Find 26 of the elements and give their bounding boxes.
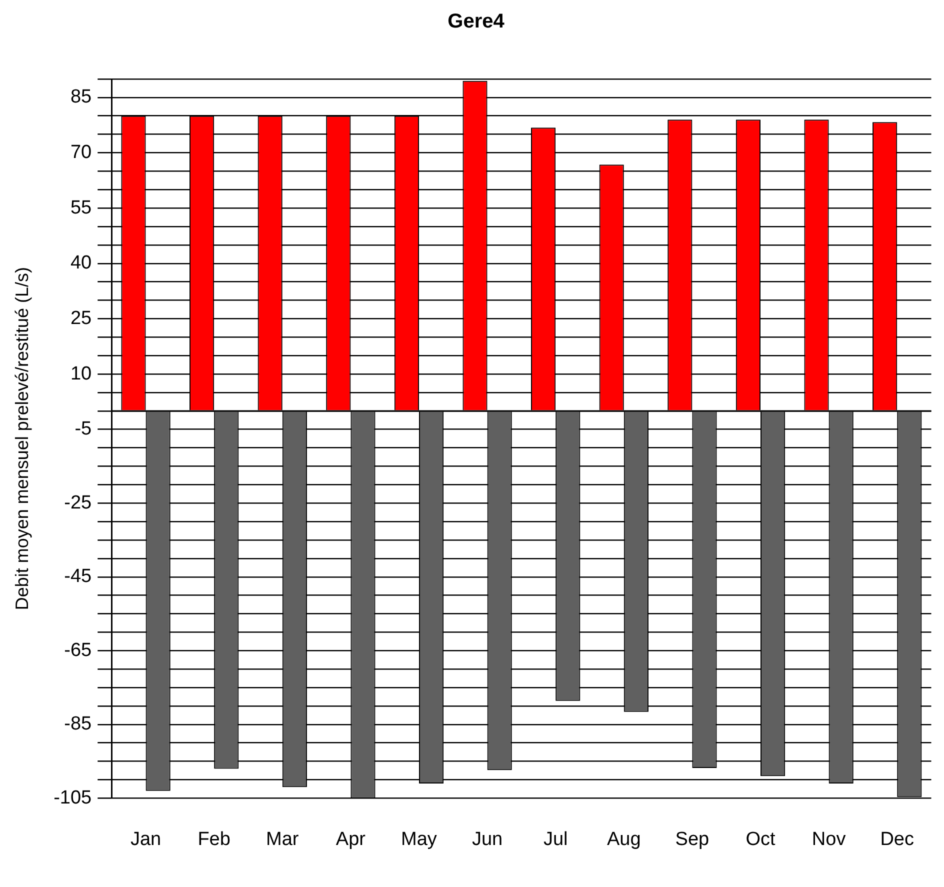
x-tick-label: Jul [543, 828, 568, 850]
y-tick-label: 25 [70, 308, 92, 329]
y-tick-label: -25 [64, 492, 92, 514]
y-tick-label: 40 [70, 252, 92, 274]
y-tick-label: -105 [54, 787, 92, 808]
x-tick-label: Feb [198, 828, 230, 850]
x-tick-label: May [401, 828, 438, 850]
chart-title: Gere4 [448, 10, 506, 33]
y-tick-label: -65 [64, 640, 92, 661]
x-tick-label: Apr [336, 828, 366, 850]
x-tick-label: Nov [812, 828, 846, 850]
x-tick-label: Oct [746, 828, 776, 850]
y-axis-title: Debit moyen mensuel prelevé/restitué (L/s) [12, 267, 32, 610]
y-tick-label: -85 [64, 714, 92, 735]
y-tick-label: 10 [70, 363, 92, 384]
y-tick-label: -45 [64, 566, 92, 588]
x-tick-label: Jan [130, 828, 162, 850]
y-tick-label: 55 [70, 197, 92, 218]
x-tick-label: Mar [266, 828, 300, 850]
x-tick-label: Aug [606, 828, 641, 850]
x-tick-label: Dec [880, 828, 914, 850]
x-tick-label: Sep [675, 828, 710, 850]
y-tick-label: 85 [70, 86, 92, 108]
x-tick-label: Jun [472, 828, 503, 850]
y-tick-label: -5 [74, 418, 92, 440]
y-tick-label: 70 [70, 142, 92, 163]
